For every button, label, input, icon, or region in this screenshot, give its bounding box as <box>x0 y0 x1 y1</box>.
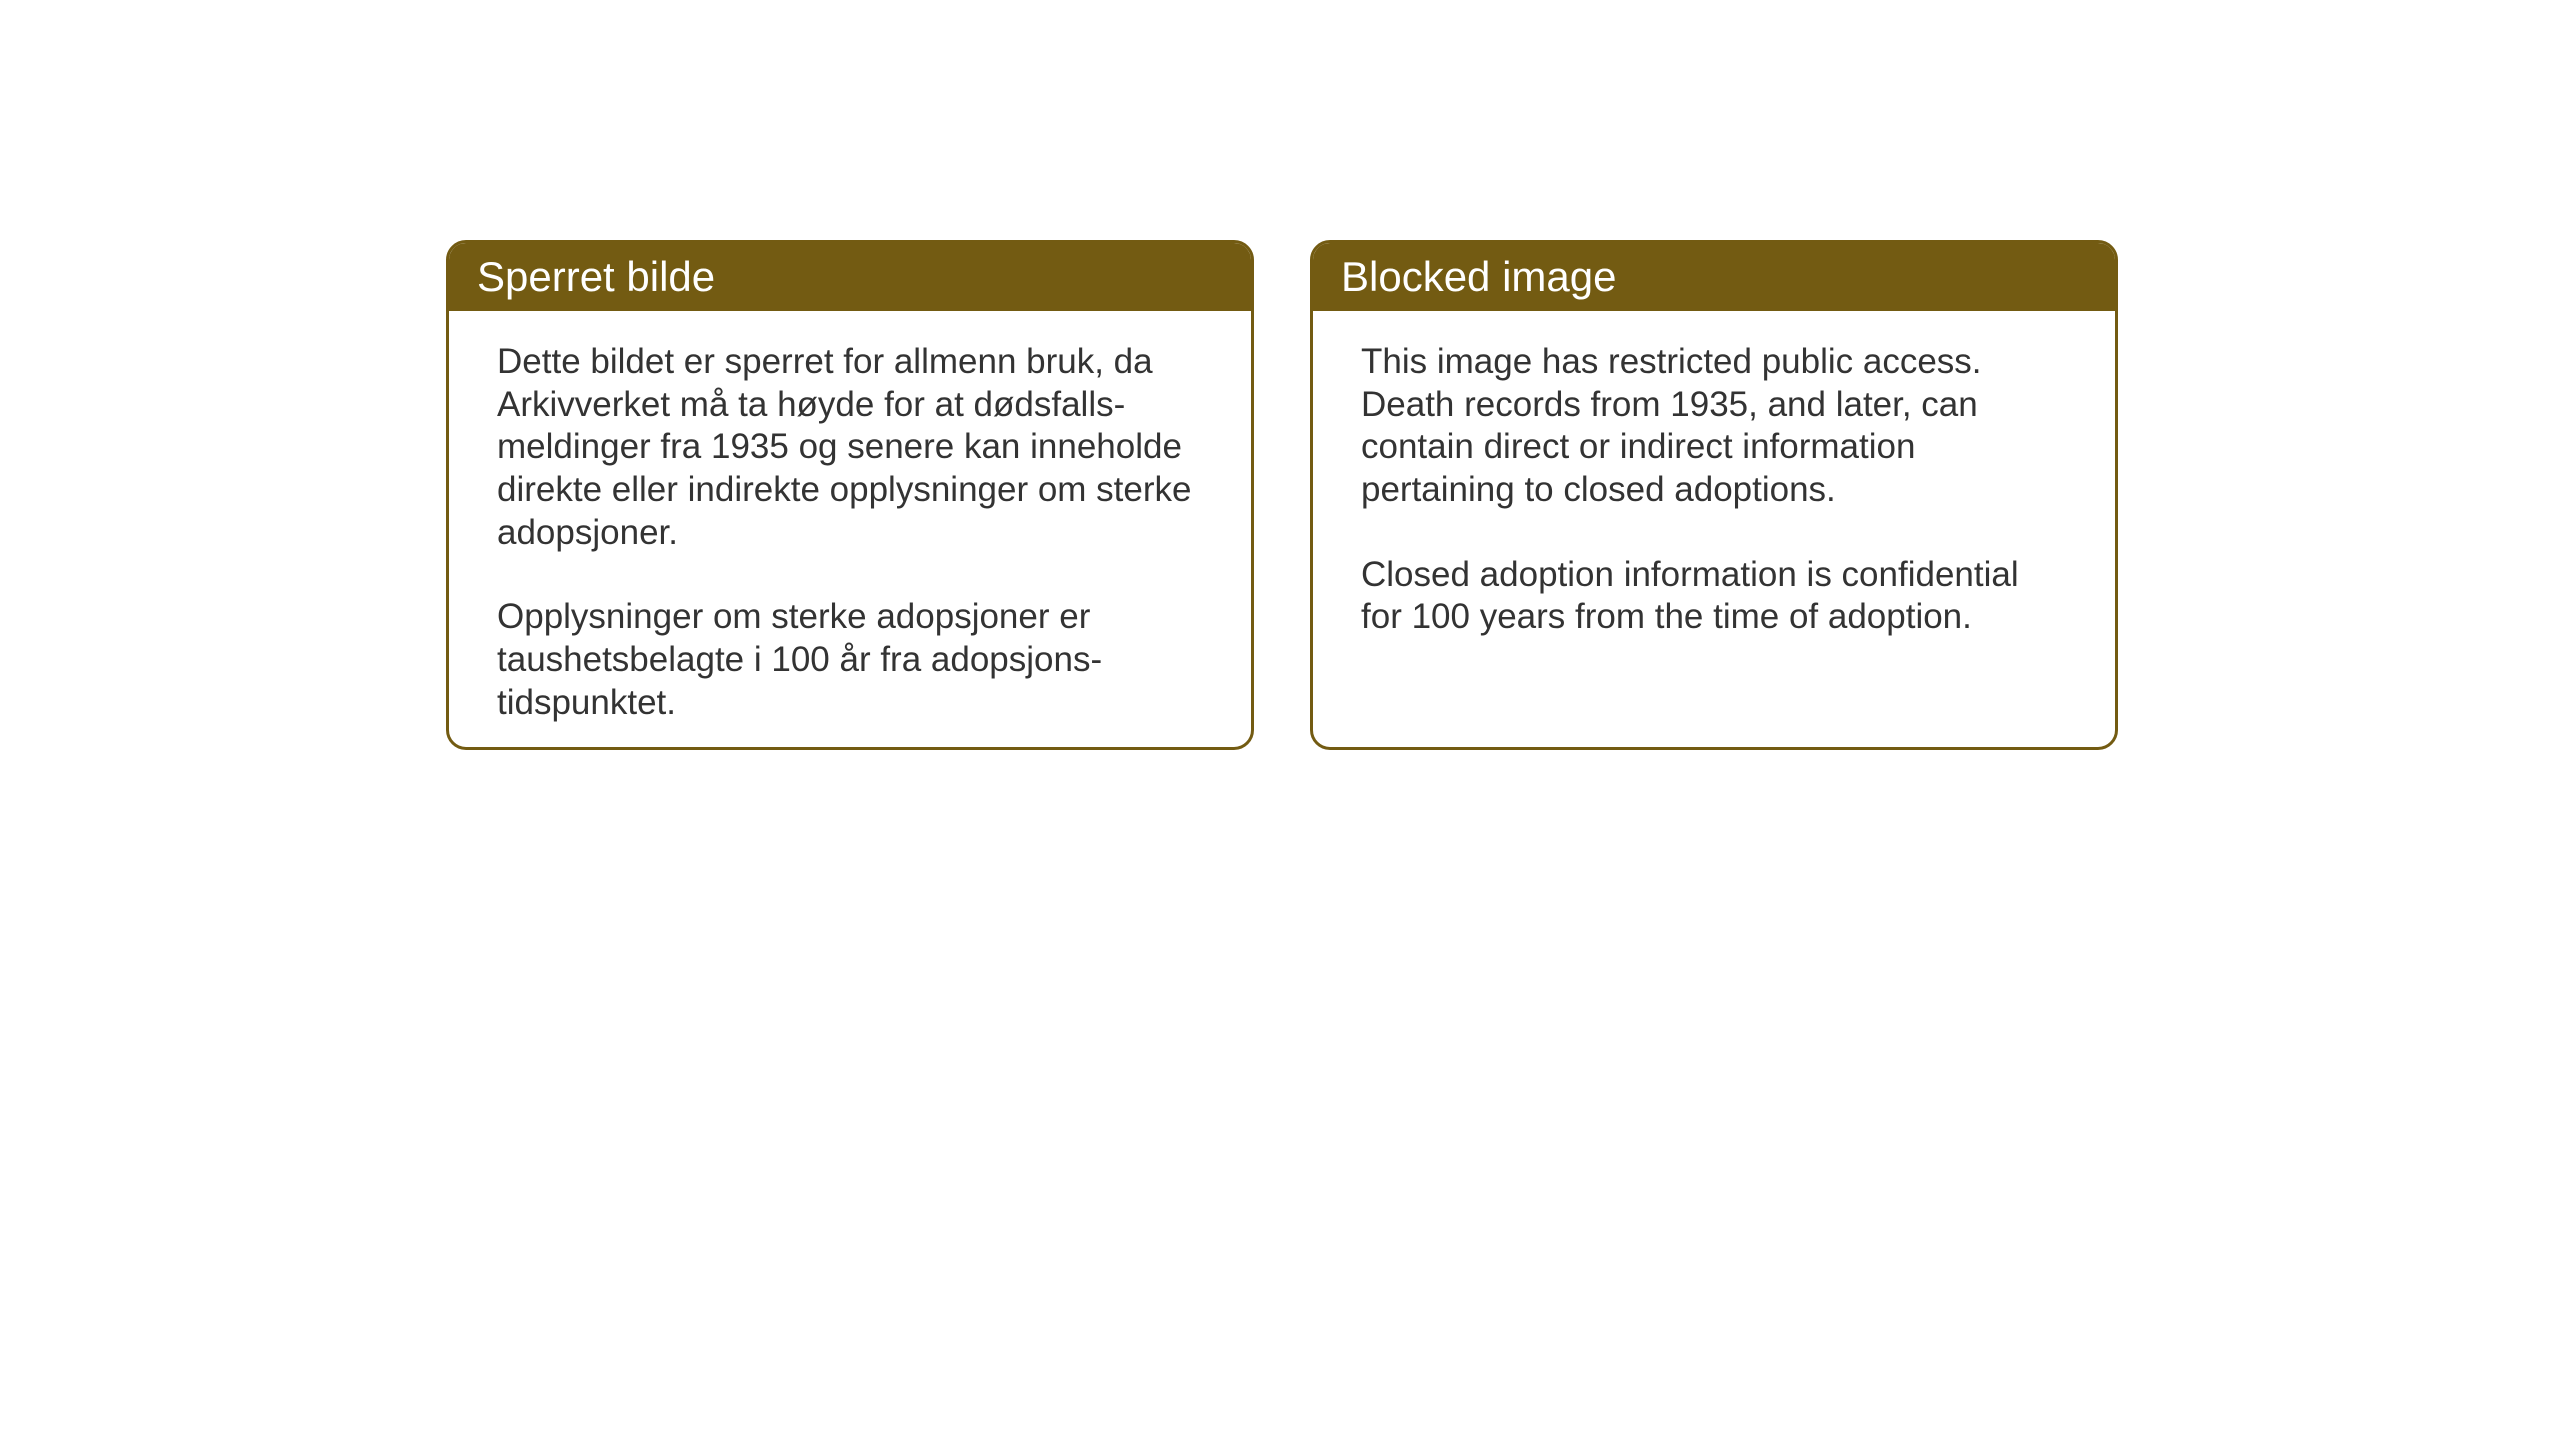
notice-container: Sperret bilde Dette bildet er sperret fo… <box>446 240 2118 750</box>
norwegian-paragraph-1: Dette bildet er sperret for allmenn bruk… <box>497 341 1203 554</box>
english-card-body: This image has restricted public access.… <box>1313 311 2115 669</box>
english-card-header: Blocked image <box>1313 243 2115 311</box>
norwegian-card-header: Sperret bilde <box>449 243 1251 311</box>
english-paragraph-1: This image has restricted public access.… <box>1361 341 2067 512</box>
english-paragraph-2: Closed adoption information is confident… <box>1361 554 2067 639</box>
norwegian-paragraph-2: Opplysninger om sterke adopsjoner er tau… <box>497 596 1203 724</box>
english-notice-card: Blocked image This image has restricted … <box>1310 240 2118 750</box>
english-title: Blocked image <box>1341 253 1616 300</box>
norwegian-card-body: Dette bildet er sperret for allmenn bruk… <box>449 311 1251 750</box>
norwegian-notice-card: Sperret bilde Dette bildet er sperret fo… <box>446 240 1254 750</box>
norwegian-title: Sperret bilde <box>477 253 715 300</box>
